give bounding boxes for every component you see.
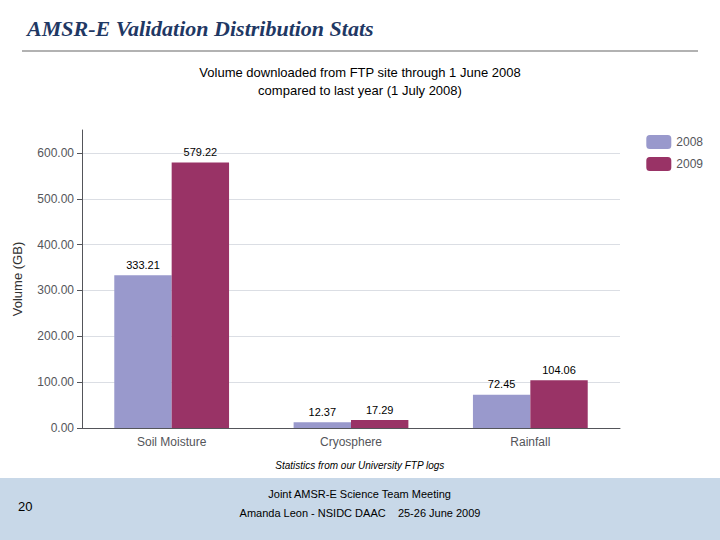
svg-text:Volume (GB): Volume (GB) — [10, 242, 25, 316]
svg-text:Volume downloaded from FTP sit: Volume downloaded from FTP site through … — [199, 65, 520, 80]
svg-text:579.22: 579.22 — [184, 146, 218, 158]
svg-text:Statistics from our University: Statistics from our University FTP logs — [275, 460, 444, 471]
svg-text:2008: 2008 — [676, 135, 703, 149]
svg-text:300.00: 300.00 — [37, 283, 74, 297]
svg-text:compared to last year (1 July: compared to last year (1 July 2008) — [258, 83, 462, 98]
svg-text:Soil Moisture: Soil Moisture — [137, 435, 207, 449]
svg-text:400.00: 400.00 — [37, 238, 74, 252]
svg-text:Rainfall: Rainfall — [510, 435, 550, 449]
svg-text:0.00: 0.00 — [51, 421, 75, 435]
svg-text:12.37: 12.37 — [309, 406, 337, 418]
svg-text:AMSR-E Validation Distribution: AMSR-E Validation Distribution Stats — [25, 16, 374, 41]
svg-text:100.00: 100.00 — [37, 375, 74, 389]
svg-text:2009: 2009 — [676, 157, 703, 171]
svg-text:17.29: 17.29 — [366, 404, 394, 416]
svg-text:333.21: 333.21 — [126, 259, 160, 271]
svg-text:Cryosphere: Cryosphere — [320, 435, 382, 449]
svg-text:20: 20 — [18, 499, 32, 514]
svg-text:Amanda Leon - NSIDC DAAC 25: Amanda Leon - NSIDC DAAC 25-26 June 2009 — [240, 507, 481, 519]
svg-text:72.45: 72.45 — [488, 378, 516, 390]
svg-text:500.00: 500.00 — [37, 192, 74, 206]
svg-text:104.06: 104.06 — [542, 364, 576, 376]
svg-text:Joint AMSR-E Science Team Meet: Joint AMSR-E Science Team Meeting — [268, 488, 451, 500]
svg-text:600.00: 600.00 — [37, 146, 74, 160]
svg-text:200.00: 200.00 — [37, 329, 74, 343]
